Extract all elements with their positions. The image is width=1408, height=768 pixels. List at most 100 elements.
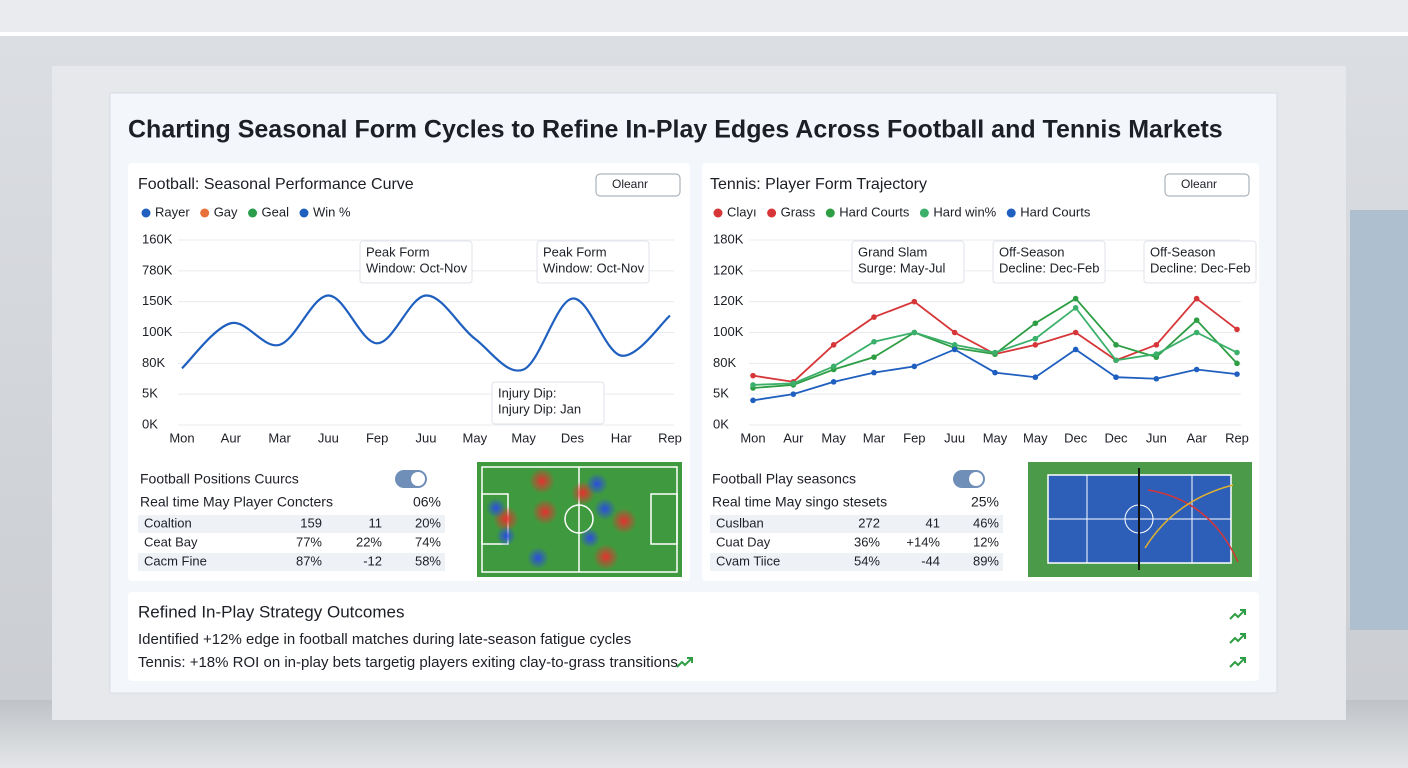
legend-label: Gay	[214, 204, 238, 219]
legend-swatch	[1006, 208, 1016, 218]
table-cell: 12%	[973, 534, 999, 549]
x-tick-label: Juu	[318, 430, 339, 445]
football-dropdown[interactable]	[595, 173, 681, 197]
table-cell: 46%	[973, 515, 999, 530]
data-point	[1193, 366, 1200, 373]
y-tick-label: 80K	[713, 355, 736, 370]
x-tick-label: Rep	[1225, 430, 1249, 445]
data-point	[951, 342, 958, 348]
annotation-box	[536, 240, 650, 284]
data-point	[911, 363, 918, 370]
annotation-box	[851, 240, 965, 284]
series-line	[181, 294, 671, 372]
y-tick-label: 0K	[142, 416, 158, 431]
table-cell: 36%	[854, 534, 880, 549]
legend-label: Hard Courts	[839, 204, 910, 219]
table-highlight: 06%	[413, 494, 441, 510]
data-point	[830, 342, 837, 348]
table-cell: 159	[300, 515, 322, 530]
light-strip	[0, 32, 1408, 36]
toggle-knob	[969, 472, 983, 486]
legend-label: Hard win%	[933, 204, 996, 219]
table-cell: 272	[858, 515, 880, 530]
table-cell: 22%	[356, 534, 382, 549]
data-point	[830, 379, 837, 385]
x-tick-label: Mar	[863, 430, 886, 445]
x-tick-label: May	[983, 430, 1008, 445]
outcomes-card	[128, 592, 1259, 681]
data-point	[951, 329, 958, 336]
legend-swatch	[299, 208, 309, 218]
x-tick-label: Aur	[783, 430, 804, 445]
tennis-chart-title: Tennis: Player Form Trajectory	[710, 176, 927, 193]
table-cell: Cacm Fine	[144, 553, 207, 568]
legend-swatch	[141, 208, 151, 218]
x-tick-label: Jun	[1146, 430, 1167, 445]
annotation-box	[992, 240, 1106, 284]
tennis-dropdown[interactable]	[1164, 173, 1250, 197]
data-point	[992, 349, 998, 356]
table-cell: 58%	[415, 553, 441, 568]
table-row	[138, 515, 445, 533]
table-cell: Cvam Tiice	[716, 553, 780, 568]
x-tick-label: May	[821, 430, 846, 445]
data-point	[1234, 371, 1240, 377]
data-point	[871, 338, 877, 345]
y-tick-label: 120K	[713, 293, 744, 308]
tennis-court	[1028, 462, 1252, 577]
annotation-text: Peak Form	[366, 244, 430, 259]
legend-swatch	[767, 208, 777, 218]
table-cell: +14%	[906, 534, 940, 549]
data-point	[1234, 326, 1240, 333]
x-tick-label: Fep	[903, 430, 925, 445]
x-tick-label: Dec	[1064, 430, 1088, 445]
data-point	[871, 314, 877, 320]
x-tick-label: Des	[561, 430, 585, 445]
tennis-dropdown-label: Oleanr	[1181, 177, 1217, 191]
x-tick-label: Har	[611, 430, 633, 445]
table-highlight: 25%	[971, 494, 999, 510]
table-subtitle: Real time May Player Concters	[140, 494, 333, 510]
data-point	[1072, 295, 1079, 302]
table-cell: Cuslban	[716, 515, 764, 530]
table-row	[710, 515, 1003, 533]
table-cell: -44	[921, 553, 940, 568]
x-tick-label: Aar	[1187, 430, 1208, 445]
data-point	[1072, 346, 1079, 353]
annotation-text: Window: Oct-Nov	[543, 260, 645, 275]
annotation-text: Decline: Dec-Feb	[999, 260, 1099, 275]
outcome-line: Identified +12% edge in football matches…	[138, 631, 631, 648]
data-point	[1193, 329, 1200, 336]
table-cell: Coaltion	[144, 515, 192, 530]
annotation-text: Off-Season	[1150, 244, 1216, 259]
table-row	[710, 534, 1003, 552]
x-tick-label: Mar	[268, 430, 291, 445]
data-point	[1072, 329, 1079, 336]
table-row	[138, 553, 445, 571]
data-point	[1234, 360, 1240, 367]
data-point	[871, 354, 877, 360]
annotation-text: Window: Oct-Nov	[366, 260, 468, 275]
data-point	[750, 382, 756, 388]
table-subtitle: Real time May singo stesets	[712, 494, 887, 510]
table-cell: 20%	[415, 515, 441, 530]
y-tick-label: 80K	[142, 355, 165, 370]
x-tick-label: Aur	[221, 430, 242, 445]
data-point	[1072, 305, 1079, 311]
data-point	[1113, 357, 1119, 364]
data-point	[1032, 335, 1039, 342]
y-tick-label: 160K	[142, 231, 173, 246]
data-point	[1193, 317, 1200, 323]
trend-icons	[676, 609, 1246, 668]
data-point	[1032, 374, 1039, 381]
legend-swatch	[825, 208, 835, 218]
ceiling	[0, 0, 1408, 34]
data-point	[1032, 342, 1039, 348]
annotation-text: Injury Dip: Jan	[498, 401, 581, 416]
data-point	[750, 372, 756, 379]
table-cell: 77%	[296, 534, 322, 549]
x-tick-label: Mon	[169, 430, 194, 445]
x-tick-label: Juu	[416, 430, 437, 445]
